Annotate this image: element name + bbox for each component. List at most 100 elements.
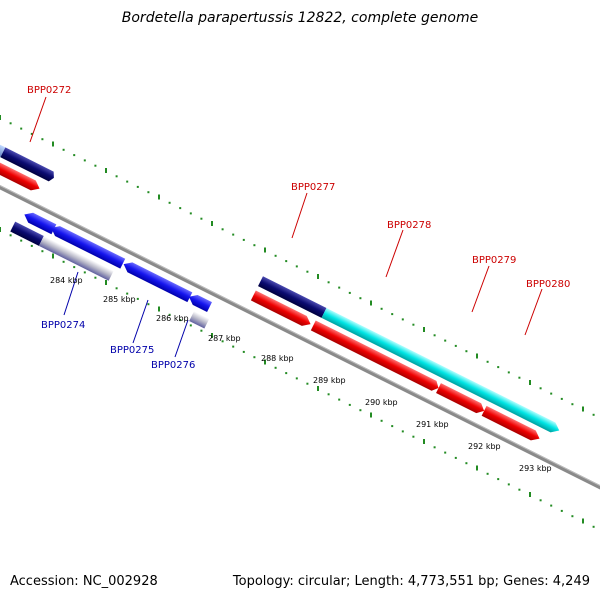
major-tick [423, 439, 425, 444]
scale-label-286: 286 kbp [156, 314, 189, 323]
major-tick [52, 141, 54, 147]
minor-tick [507, 483, 510, 486]
label-leader-lines [29, 96, 543, 358]
gene-bpp0273[interactable] [22, 210, 57, 235]
major-tick [582, 406, 584, 412]
minor-tick [242, 238, 245, 241]
scale-labels: 284 kbp 285 kbp 286 kbp 287 kbp 288 kbp … [50, 276, 552, 473]
minor-tick [253, 244, 256, 247]
major-tick [529, 380, 531, 385]
forward-strand-genes [0, 143, 562, 444]
minor-tick [30, 132, 33, 135]
minor-tick [9, 234, 12, 237]
scale-label-291: 291 kbp [416, 420, 449, 429]
major-tick [158, 306, 160, 312]
major-tick [317, 386, 319, 391]
minor-tick [20, 127, 23, 130]
minor-tick [9, 122, 12, 125]
gene-bpp0272-red[interactable] [0, 158, 42, 193]
major-tick [105, 168, 107, 173]
minor-tick [147, 303, 150, 306]
minor-tick [20, 239, 23, 242]
minor-tick [168, 313, 171, 316]
major-tick [582, 518, 584, 524]
minor-tick [571, 515, 574, 518]
minor-tick [147, 191, 150, 194]
label-bpp0274[interactable]: BPP0274 [41, 320, 85, 331]
major-tick [476, 465, 478, 471]
major-tick [211, 333, 213, 338]
minor-tick [507, 371, 510, 374]
gene-bpp0277-upper[interactable] [258, 276, 327, 318]
minor-tick [83, 159, 86, 162]
minor-tick [433, 334, 436, 337]
label-bpp0280[interactable]: BPP0280 [526, 279, 570, 290]
minor-tick [306, 382, 309, 385]
major-tick [476, 353, 478, 359]
gene-bpp0280-red[interactable] [481, 405, 542, 444]
gene-bpp0277-red[interactable] [250, 290, 313, 329]
minor-tick [126, 180, 129, 183]
minor-tick [391, 425, 394, 428]
gene-bpp0279-red[interactable] [436, 383, 487, 416]
scale-label-293: 293 kbp [519, 464, 552, 473]
major-tick [105, 280, 107, 285]
gene-bpp0276-grey[interactable] [189, 311, 210, 329]
label-bpp0278[interactable]: BPP0278 [387, 220, 431, 231]
gene-bpp0272[interactable] [0, 147, 56, 182]
gene-bpp0274-navy[interactable] [10, 221, 44, 246]
major-tick [317, 274, 319, 279]
minor-tick [454, 456, 457, 459]
minor-tick [338, 286, 341, 289]
minor-tick [444, 451, 447, 454]
minor-tick [412, 435, 415, 438]
minor-tick [274, 366, 277, 369]
minor-tick [391, 313, 394, 316]
genome-backbone [0, 176, 600, 502]
minor-tick [338, 398, 341, 401]
major-tick [264, 247, 266, 253]
gene-bpp0278-upper[interactable] [321, 307, 562, 435]
minor-tick [285, 260, 288, 263]
gene-bpp0275a[interactable] [121, 259, 193, 303]
major-tick [0, 227, 1, 232]
minor-tick [285, 372, 288, 375]
minor-tick [592, 525, 595, 528]
outer-tick-row [0, 115, 595, 416]
scale-label-287: 287 kbp [208, 334, 241, 343]
label-bpp0275[interactable]: BPP0275 [110, 345, 154, 356]
minor-tick [232, 345, 235, 348]
minor-tick [592, 413, 595, 416]
minor-tick [497, 478, 500, 481]
scale-label-290: 290 kbp [365, 398, 398, 407]
label-bpp0276[interactable]: BPP0276 [151, 360, 195, 371]
minor-tick [348, 403, 351, 406]
minor-tick [232, 233, 235, 236]
label-bpp0272[interactable]: BPP0272 [27, 85, 71, 96]
minor-tick [83, 271, 86, 274]
minor-tick [454, 344, 457, 347]
label-bpp0277[interactable]: BPP0277 [291, 182, 335, 193]
reverse-gene-labels: BPP0274 BPP0275 BPP0276 [41, 320, 195, 371]
reverse-strand-genes [10, 210, 212, 329]
minor-tick [539, 499, 542, 502]
gene-bpp0278-red[interactable] [310, 320, 441, 393]
gene-bpp0274a[interactable] [49, 223, 126, 269]
minor-tick [359, 297, 362, 300]
map-title: Bordetella parapertussis 12822, complete… [121, 10, 479, 26]
major-tick [264, 359, 266, 365]
minor-tick [539, 387, 542, 390]
label-bpp0279[interactable]: BPP0279 [472, 255, 516, 266]
minor-tick [189, 324, 192, 327]
minor-tick [189, 212, 192, 215]
scale-label-289: 289 kbp [313, 376, 346, 385]
gene-bpp0276a[interactable] [186, 292, 212, 313]
inner-tick-row [0, 227, 595, 528]
gene-bpp0274-grey[interactable] [38, 235, 114, 281]
minor-tick [380, 419, 383, 422]
minor-tick [94, 164, 97, 167]
gene-bpp0272-block[interactable] [0, 143, 6, 158]
minor-tick [412, 323, 415, 326]
major-tick [52, 253, 54, 259]
